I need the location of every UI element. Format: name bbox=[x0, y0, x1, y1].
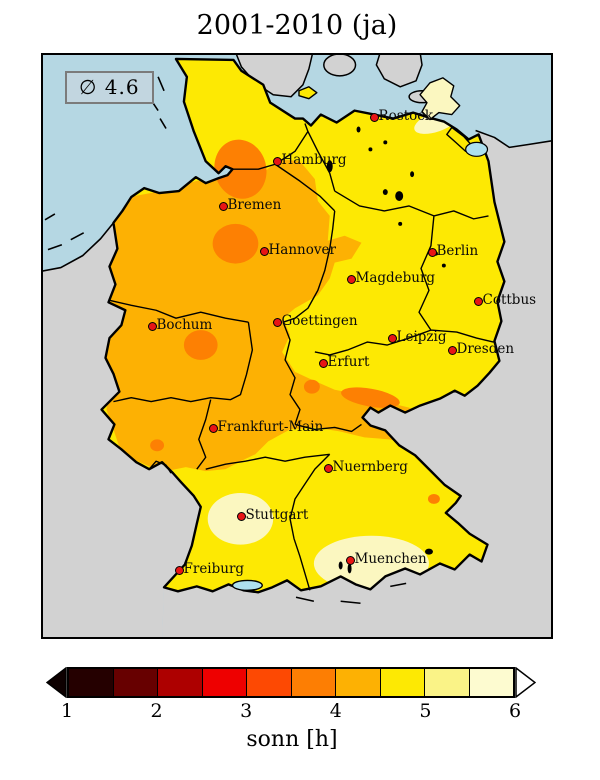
map-svg bbox=[43, 55, 551, 637]
colorbar-segment-2 bbox=[112, 669, 157, 696]
colorbar-segment-1 bbox=[69, 669, 113, 696]
colorbar-over-arrow bbox=[515, 667, 536, 698]
colorbar-tick-1: 1 bbox=[60, 700, 74, 722]
colorbar-segment-3 bbox=[157, 669, 202, 696]
colorbar bbox=[46, 667, 536, 698]
city-marker-cottbus: Cottbus bbox=[473, 292, 536, 308]
city-marker-hamburg: Hamburg bbox=[272, 152, 347, 168]
city-dot bbox=[147, 321, 157, 331]
colorbar-tick-5: 5 bbox=[419, 700, 432, 722]
city-dot bbox=[387, 333, 397, 343]
city-label: Stuttgart bbox=[245, 506, 309, 523]
city-marker-leipzig: Leipzig bbox=[387, 329, 447, 345]
colorbar-segment-4 bbox=[201, 669, 246, 696]
colorbar-bar bbox=[67, 667, 515, 698]
city-marker-frankfurt-main: Frankfurt-Main bbox=[208, 419, 323, 435]
city-label: Dresden bbox=[456, 340, 515, 357]
city-marker-rostock: Rostock bbox=[369, 108, 433, 124]
contour-orange-35-4 bbox=[150, 139, 440, 504]
colorbar-segment-10 bbox=[468, 669, 513, 696]
city-marker-dresden: Dresden bbox=[447, 341, 514, 357]
land-east-poland-czech-austria bbox=[162, 130, 551, 637]
city-dot bbox=[346, 274, 356, 284]
city-label: Frankfurt-Main bbox=[217, 418, 324, 435]
city-label: Leipzig bbox=[396, 328, 447, 345]
city-dot bbox=[236, 511, 246, 521]
average-value-badge: ∅ 4.6 bbox=[65, 71, 154, 104]
city-dot bbox=[427, 247, 437, 257]
city-dot bbox=[318, 358, 328, 368]
colorbar-segment-7 bbox=[335, 669, 380, 696]
colorbar-tick-2: 2 bbox=[150, 700, 163, 722]
city-marker-berlin: Berlin bbox=[427, 243, 478, 259]
lake-constance bbox=[231, 579, 263, 592]
germany-sunshine-map: ∅ 4.6 Rostock Hamburg Bremen Hannover Be… bbox=[41, 53, 553, 639]
city-dot bbox=[447, 345, 457, 355]
colorbar-tick-3: 3 bbox=[240, 700, 253, 722]
colorbar-label: sonn [h] bbox=[246, 727, 338, 752]
city-dot bbox=[218, 201, 228, 211]
colorbar-tick-6: 6 bbox=[508, 700, 522, 722]
city-dot bbox=[345, 555, 355, 565]
city-label: Cottbus bbox=[482, 291, 537, 308]
city-marker-magdeburg: Magdeburg bbox=[346, 270, 435, 286]
city-label: Bremen bbox=[227, 196, 282, 213]
city-label: Rostock bbox=[378, 107, 434, 124]
fehmarn-island bbox=[298, 86, 318, 100]
ruegen-island bbox=[419, 77, 461, 121]
colorbar-segment-6 bbox=[290, 669, 335, 696]
city-marker-bremen: Bremen bbox=[218, 197, 281, 213]
jutland bbox=[235, 55, 313, 98]
colorbar-under-arrow bbox=[46, 667, 67, 698]
city-label: Freiburg bbox=[183, 560, 245, 577]
colorbar-tick-4: 4 bbox=[329, 700, 342, 722]
city-dot bbox=[272, 156, 282, 166]
city-label: Nuernberg bbox=[332, 458, 408, 475]
city-label: Bochum bbox=[156, 316, 213, 333]
foreign-land bbox=[43, 130, 551, 637]
colorbar-segment-9 bbox=[424, 669, 469, 696]
danish-island-zealand bbox=[375, 55, 423, 88]
city-label: Hamburg bbox=[281, 151, 347, 168]
city-label: Hannover bbox=[268, 241, 336, 258]
land-west-netherlands-france bbox=[43, 222, 201, 637]
city-marker-muenchen: Muenchen bbox=[345, 551, 427, 567]
city-label: Erfurt bbox=[327, 353, 370, 370]
city-marker-nuernberg: Nuernberg bbox=[323, 459, 408, 475]
city-dot bbox=[473, 296, 483, 306]
city-marker-hannover: Hannover bbox=[259, 242, 336, 258]
city-label: Berlin bbox=[436, 242, 479, 259]
city-marker-bochum: Bochum bbox=[147, 317, 212, 333]
city-label: Magdeburg bbox=[355, 269, 436, 286]
city-marker-freiburg: Freiburg bbox=[174, 561, 244, 577]
city-dot bbox=[208, 423, 218, 433]
city-marker-stuttgart: Stuttgart bbox=[236, 507, 308, 523]
danish-island-fyn bbox=[323, 55, 357, 77]
foreign-coastlines bbox=[43, 76, 551, 605]
city-marker-goettingen: Goettingen bbox=[272, 313, 358, 329]
city-label: Muenchen bbox=[354, 550, 427, 567]
city-label: Goettingen bbox=[281, 312, 358, 329]
stettin-lagoon bbox=[465, 141, 489, 157]
colorbar-segment-5 bbox=[246, 669, 291, 696]
city-dot bbox=[369, 112, 379, 122]
city-dot bbox=[259, 246, 269, 256]
city-dot bbox=[323, 463, 333, 473]
city-dot bbox=[174, 565, 184, 575]
state-borders bbox=[109, 123, 494, 591]
city-dot bbox=[272, 317, 282, 327]
city-marker-erfurt: Erfurt bbox=[318, 354, 369, 370]
germany-border bbox=[100, 57, 506, 594]
figure-title: 2001-2010 (ja) bbox=[196, 10, 398, 41]
colorbar-segment-8 bbox=[379, 669, 424, 696]
